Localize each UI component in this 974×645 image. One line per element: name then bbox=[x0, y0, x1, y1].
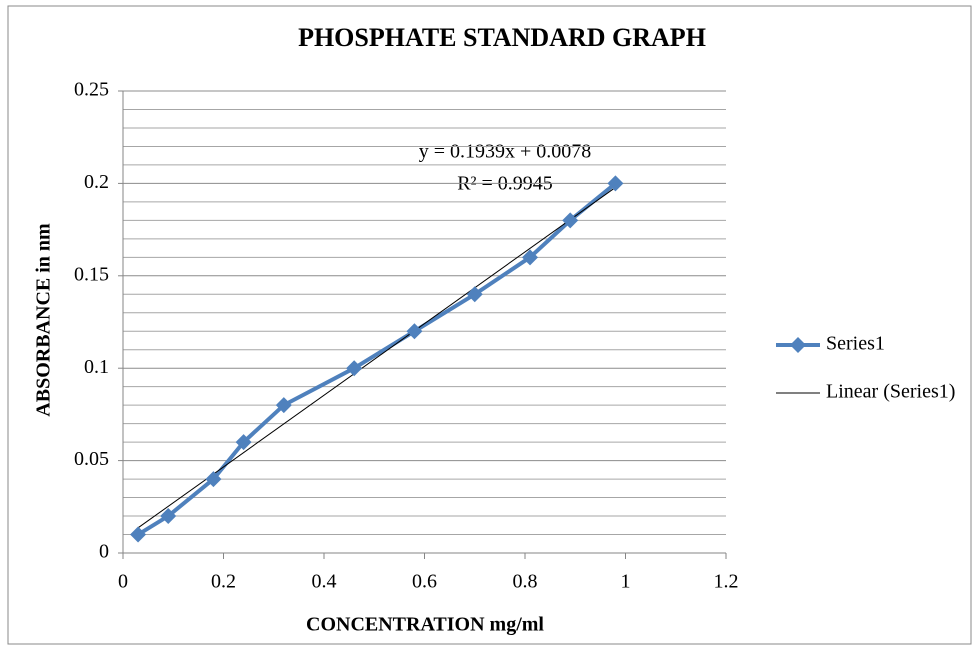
y-tick-label: 0.25 bbox=[74, 79, 109, 101]
chart-border bbox=[7, 5, 972, 645]
x-tick-label: 0.6 bbox=[412, 571, 437, 593]
y-axis-title: ABSORBANCE in nm bbox=[33, 223, 55, 417]
marker bbox=[522, 249, 539, 266]
x-tick-label: 0.2 bbox=[211, 571, 236, 593]
trendline bbox=[137, 187, 616, 529]
y-tick-label: 0.1 bbox=[84, 356, 109, 378]
x-tick-label: 1 bbox=[621, 571, 631, 593]
legend-label: Linear (Series1) bbox=[826, 381, 955, 403]
x-tick-label: 0 bbox=[118, 571, 128, 593]
y-tick-label: 0.15 bbox=[74, 263, 109, 285]
x-tick-label: 0.8 bbox=[513, 571, 538, 593]
marker bbox=[275, 397, 292, 414]
marker bbox=[160, 508, 177, 525]
y-tick-label: 0 bbox=[99, 541, 109, 563]
x-tick-label: 1.2 bbox=[714, 571, 739, 593]
x-axis-title: CONCENTRATION mg/ml bbox=[306, 614, 544, 636]
legend-label: Series1 bbox=[826, 333, 885, 355]
trendline-equation: y = 0.1939x + 0.0078 bbox=[419, 141, 592, 163]
marker bbox=[205, 471, 222, 488]
marker bbox=[466, 286, 483, 303]
chart-title: PHOSPHATE STANDARD GRAPH bbox=[298, 23, 706, 52]
y-tick-label: 0.2 bbox=[84, 171, 109, 193]
marker bbox=[235, 434, 252, 451]
marker bbox=[346, 360, 363, 377]
x-tick-label: 0.4 bbox=[312, 571, 337, 593]
marker bbox=[130, 526, 147, 543]
marker bbox=[406, 323, 423, 340]
marker bbox=[607, 175, 624, 192]
legend-marker bbox=[790, 337, 806, 353]
y-tick-label: 0.05 bbox=[74, 448, 109, 470]
marker bbox=[562, 212, 579, 229]
